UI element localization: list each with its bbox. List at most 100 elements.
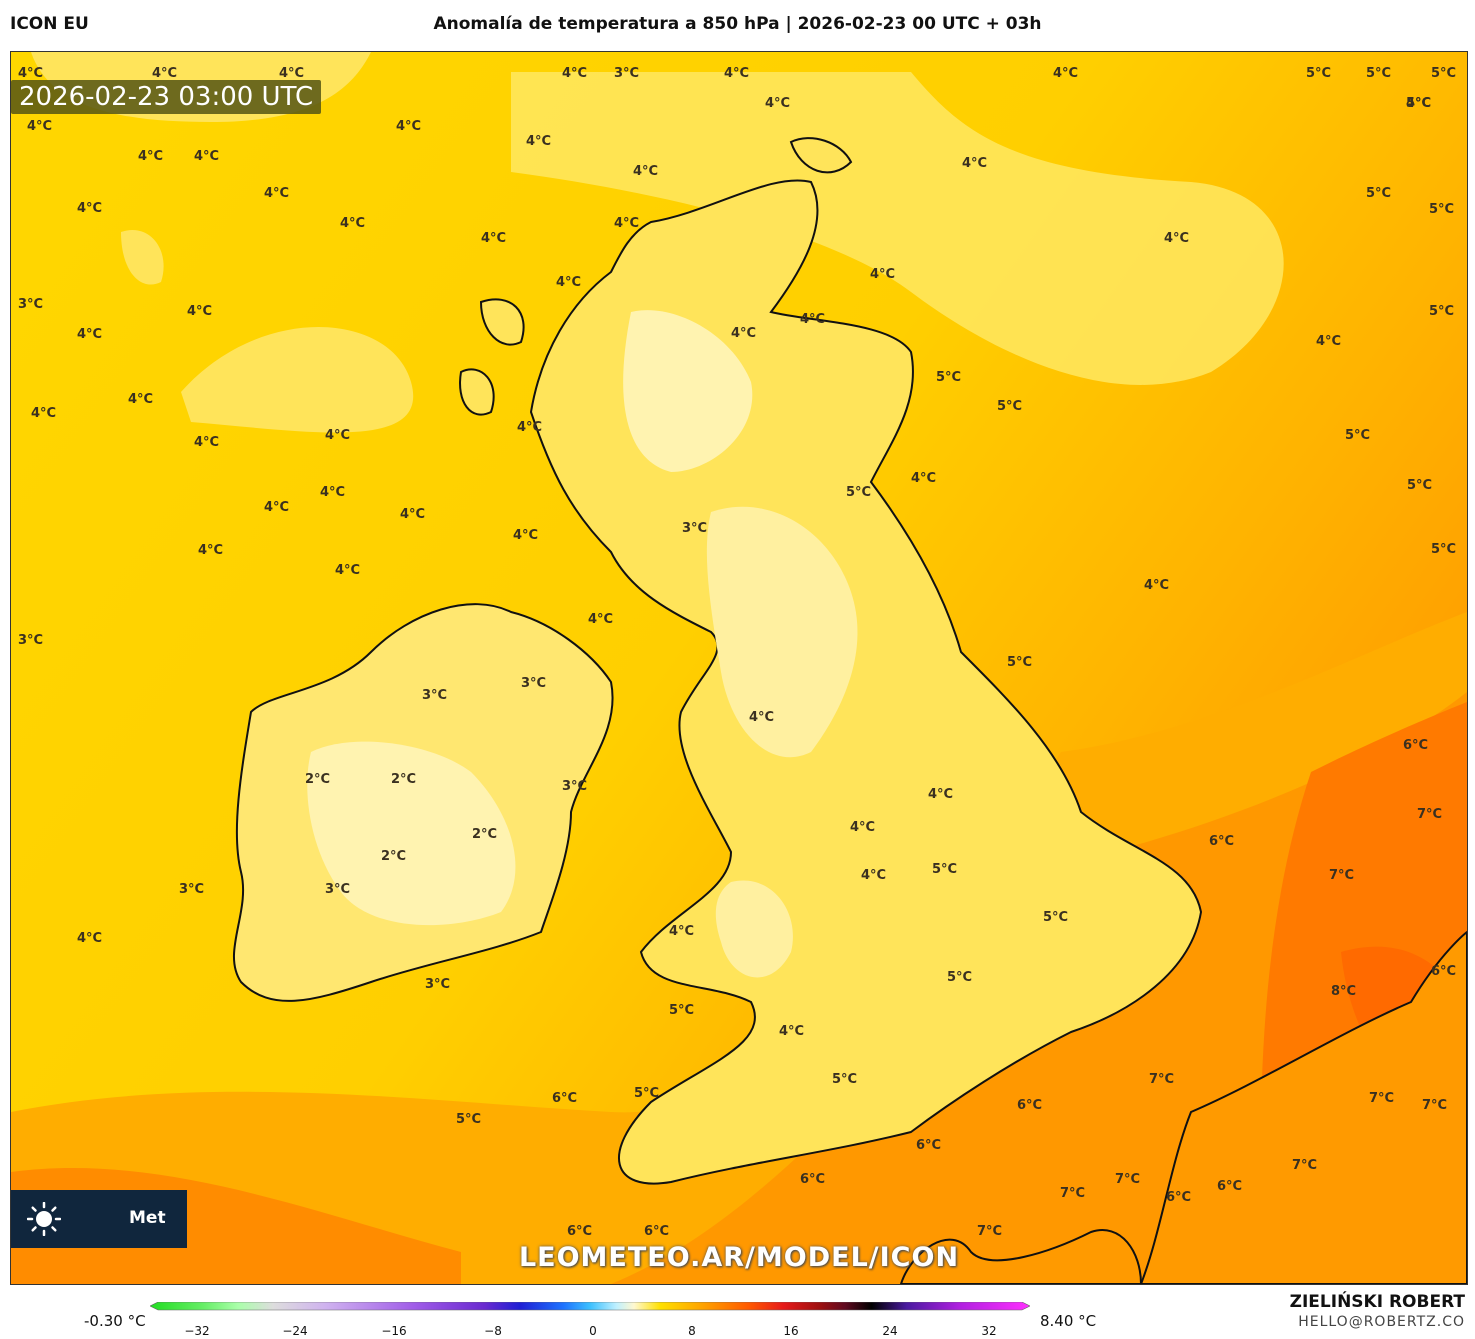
temp-label: 5°C: [997, 399, 1023, 414]
temp-label: 5°C: [1407, 478, 1433, 493]
author-name: ZIELIŃSKI ROBERT: [1289, 1292, 1465, 1312]
temp-label: 8°C: [1331, 984, 1357, 999]
temp-label: 4°C: [749, 710, 775, 725]
temp-label: 2°C: [391, 772, 417, 787]
temp-label: 7°C: [1417, 807, 1443, 822]
temp-label: 4°C: [31, 406, 57, 421]
temp-label: 5°C: [456, 1112, 482, 1127]
temp-label: 4°C: [724, 66, 750, 81]
temp-label: 4°C: [731, 326, 757, 341]
temp-label: 6°C: [916, 1138, 942, 1153]
model-name: ICON EU: [10, 14, 89, 34]
temp-label: 6°C: [1166, 1190, 1192, 1205]
temp-label: 4°C: [335, 563, 361, 578]
temp-label: 3°C: [682, 521, 708, 536]
temp-label: 4°C: [396, 119, 422, 134]
temp-label: 4°C: [77, 327, 103, 342]
temp-label: 4°C: [128, 392, 154, 407]
colorbar-tick: 16: [783, 1324, 799, 1338]
temp-label: 5°C: [832, 1072, 858, 1087]
temp-label: 5°C: [1429, 202, 1455, 217]
temp-label: 5°C: [947, 970, 973, 985]
sun-icon: [27, 1202, 61, 1236]
temp-label: 4°C: [1406, 96, 1432, 111]
temp-label: 7°C: [1329, 868, 1355, 883]
temp-label: 6°C: [800, 1172, 826, 1187]
timestamp-badge: 2026-02-23 03:00 UTC: [11, 80, 322, 114]
temp-label: 4°C: [1316, 334, 1342, 349]
temp-label: 2°C: [305, 772, 331, 787]
colorbar-min-label: -0.30 °C: [84, 1312, 146, 1330]
temp-label: 4°C: [614, 216, 640, 231]
temp-label: 4°C: [526, 134, 552, 149]
temp-label: 4°C: [194, 435, 220, 450]
temp-label: 4°C: [194, 149, 220, 164]
temp-label: 4°C: [850, 820, 876, 835]
temp-label: 7°C: [1422, 1098, 1448, 1113]
temp-label: 6°C: [644, 1224, 670, 1239]
temp-label: 4°C: [187, 304, 213, 319]
temp-label: 4°C: [800, 312, 826, 327]
temp-label: 7°C: [977, 1224, 1003, 1239]
colorbar-tick: −8: [484, 1324, 502, 1338]
temp-label: 5°C: [669, 1003, 695, 1018]
brand-logo[interactable]: Met: [11, 1190, 187, 1248]
temp-label: 4°C: [861, 868, 887, 883]
colorbar-max-label: 8.40 °C: [1040, 1312, 1097, 1330]
temp-label: 4°C: [517, 420, 543, 435]
temp-label: 6°C: [567, 1224, 593, 1239]
temp-label: 4°C: [77, 931, 103, 946]
temp-label: 3°C: [179, 882, 205, 897]
author-email[interactable]: HELLO@ROBERTZ.CO: [1298, 1314, 1465, 1330]
temp-label: 6°C: [1209, 834, 1235, 849]
temp-label: 7°C: [1292, 1158, 1318, 1173]
temp-label: 5°C: [846, 485, 872, 500]
temp-label: 7°C: [1115, 1172, 1141, 1187]
temp-label: 4°C: [400, 507, 426, 522]
temp-label: 4°C: [152, 66, 178, 81]
temp-label: 5°C: [1306, 66, 1332, 81]
colorbar-tick: 24: [882, 1324, 898, 1338]
temp-label: 4°C: [928, 787, 954, 802]
temp-label: 6°C: [1403, 738, 1429, 753]
anomaly-field: [11, 52, 1467, 1284]
colorbar-tick: −32: [184, 1324, 210, 1338]
temp-label: 2°C: [381, 849, 407, 864]
temp-label: 5°C: [1431, 66, 1457, 81]
temp-label: 6°C: [1217, 1179, 1243, 1194]
colorbar: [150, 1302, 1030, 1311]
temp-label: 4°C: [633, 164, 659, 179]
temp-label: 3°C: [562, 779, 588, 794]
temp-label: 6°C: [1017, 1098, 1043, 1113]
temp-label: 5°C: [936, 370, 962, 385]
temp-label: 4°C: [669, 924, 695, 939]
temp-label: 7°C: [1149, 1072, 1175, 1087]
colorbar-tick: −24: [282, 1324, 308, 1338]
temp-label: 4°C: [27, 119, 53, 134]
temp-label: 4°C: [264, 186, 290, 201]
temp-label: 3°C: [18, 297, 44, 312]
temp-label: 5°C: [1345, 428, 1371, 443]
temp-label: 4°C: [325, 428, 351, 443]
brand-logo-text: Met: [129, 1208, 166, 1228]
watermark-url: LEOMETEO.AR/MODEL/ICON: [518, 1242, 960, 1273]
temp-label: 3°C: [521, 676, 547, 691]
temp-label: 4°C: [320, 485, 346, 500]
temp-label: 3°C: [425, 977, 451, 992]
temp-label: 4°C: [513, 528, 539, 543]
temp-label: 3°C: [18, 633, 44, 648]
map-area[interactable]: 2026-02-23 03:00 UTC 4°C 4°C 4°C 4°C 3°C…: [10, 51, 1468, 1285]
temp-label: 4°C: [481, 231, 507, 246]
temp-label: 7°C: [1060, 1186, 1086, 1201]
temp-label: 4°C: [18, 66, 44, 81]
temp-label: 4°C: [962, 156, 988, 171]
temp-label: 7°C: [1369, 1091, 1395, 1106]
temp-label: 4°C: [1053, 66, 1079, 81]
colorbar-tick: 0: [589, 1324, 597, 1338]
temp-label: 5°C: [1007, 655, 1033, 670]
temp-label: 4°C: [198, 543, 224, 558]
temp-label: 6°C: [552, 1091, 578, 1106]
temp-label: 3°C: [325, 882, 351, 897]
temp-label: 4°C: [765, 96, 791, 111]
temp-label: 2°C: [472, 827, 498, 842]
